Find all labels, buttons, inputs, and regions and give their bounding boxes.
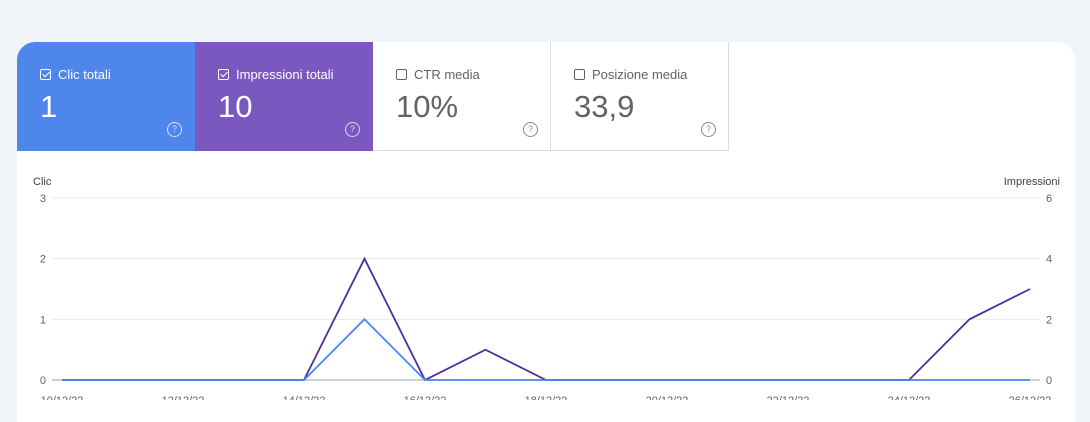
- help-icon[interactable]: ?: [701, 122, 716, 137]
- metric-total-clicks[interactable]: Clic totali 1 ?: [17, 42, 195, 151]
- metric-header: Impressioni totali: [218, 67, 334, 82]
- x-tick-label: 24/12/22: [888, 395, 931, 400]
- metric-header: CTR media: [396, 67, 480, 82]
- metric-header: Posizione media: [574, 67, 687, 82]
- left-tick-label: 0: [40, 375, 46, 387]
- help-icon[interactable]: ?: [523, 122, 538, 137]
- x-tick-label: 10/12/22: [41, 395, 84, 400]
- left-tick-label: 1: [40, 314, 46, 326]
- left-axis-label: Clic: [33, 176, 52, 188]
- metric-label: Clic totali: [58, 67, 111, 82]
- metric-value: 10: [218, 89, 253, 124]
- checkbox-checked-icon[interactable]: [218, 69, 229, 80]
- x-tick-label: 16/12/22: [404, 395, 447, 400]
- right-axis-label: Impressioni: [1004, 176, 1060, 188]
- metric-value: 33,9: [574, 89, 635, 124]
- right-tick-label: 4: [1046, 254, 1052, 266]
- x-tick-label: 18/12/22: [525, 395, 568, 400]
- right-tick-label: 2: [1046, 314, 1052, 326]
- metric-value: 10%: [396, 89, 459, 124]
- x-tick-label: 14/12/22: [283, 395, 326, 400]
- help-icon[interactable]: ?: [167, 122, 182, 137]
- performance-card: Clic totali 1 ? Impressioni totali 10 ? …: [17, 42, 1075, 422]
- right-tick-label: 6: [1046, 193, 1052, 205]
- metric-label: Posizione media: [592, 67, 688, 82]
- checkbox-unchecked-icon[interactable]: [574, 69, 585, 80]
- checkbox-unchecked-icon[interactable]: [396, 69, 407, 80]
- help-icon[interactable]: ?: [345, 122, 360, 137]
- clicks-series-line: [62, 318, 1030, 381]
- metric-average-position[interactable]: Posizione media 33,9 ?: [551, 42, 729, 151]
- x-tick-label: 22/12/22: [767, 395, 810, 400]
- metric-label: Impressioni totali: [236, 67, 334, 82]
- checkbox-checked-icon[interactable]: [40, 69, 51, 80]
- metric-tabs: Clic totali 1 ? Impressioni totali 10 ? …: [17, 42, 729, 151]
- x-tick-label: 26/12/22: [1009, 395, 1052, 400]
- left-tick-label: 3: [40, 193, 46, 205]
- right-tick-label: 0: [1046, 375, 1052, 387]
- left-tick-label: 2: [40, 254, 46, 266]
- metric-average-ctr[interactable]: CTR media 10% ?: [373, 42, 551, 151]
- metric-value: 1: [40, 89, 58, 124]
- x-tick-label: 12/12/22: [162, 395, 205, 400]
- x-tick-label: 20/12/22: [646, 395, 689, 400]
- metric-total-impressions[interactable]: Impressioni totali 10 ?: [195, 42, 373, 151]
- performance-chart: Clic Impressioni 0 1 2 3 0 2 4 6 10/12/22 12/12/2…: [33, 176, 1060, 400]
- metric-header: Clic totali: [40, 67, 111, 82]
- metric-label: CTR media: [414, 67, 480, 82]
